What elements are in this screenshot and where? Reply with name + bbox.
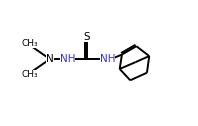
Text: S: S	[84, 32, 90, 42]
Text: CH₃: CH₃	[21, 70, 38, 79]
Text: N: N	[46, 54, 54, 64]
Text: CH₃: CH₃	[21, 39, 38, 48]
Text: NH: NH	[100, 54, 115, 64]
Text: NH: NH	[60, 54, 75, 64]
